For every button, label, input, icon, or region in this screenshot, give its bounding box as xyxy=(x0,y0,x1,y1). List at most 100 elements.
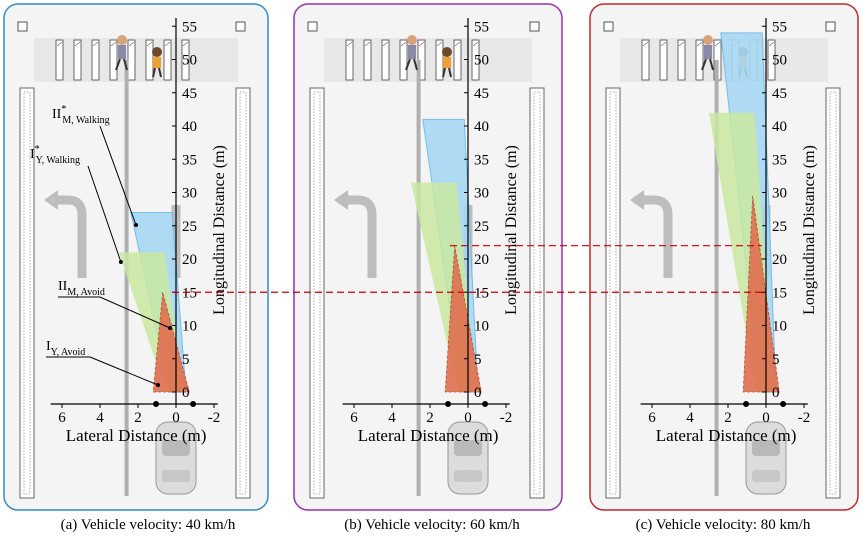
y-tick-label: 30 xyxy=(474,186,489,202)
crosswalk-stripe xyxy=(363,39,372,81)
road-edge-right xyxy=(529,87,545,499)
pedestrian-adult-leg xyxy=(115,58,121,71)
wheel-right-dot xyxy=(482,401,489,407)
label-II-M-walking: II* M, Walking xyxy=(52,104,110,126)
y-tick-label: 35 xyxy=(772,152,787,168)
leader-II-M-avoid xyxy=(99,296,171,329)
pedestrian-child-leg xyxy=(152,67,156,78)
pedestrian-child-body xyxy=(443,57,451,68)
crosswalk-band xyxy=(34,38,238,82)
corner-marker xyxy=(603,21,614,32)
wheel-left-dot xyxy=(743,401,750,407)
lane-divider xyxy=(416,60,421,496)
y-tick-label: 40 xyxy=(772,119,787,135)
x-tick-label: 2 xyxy=(134,410,142,426)
road-edge-pattern xyxy=(533,91,541,495)
x-tick-label: 4 xyxy=(388,410,396,426)
pedestrian-child-leg xyxy=(448,67,452,78)
x-axis-label: Lateral Distance (m) xyxy=(656,426,797,445)
y-tick-label: 15 xyxy=(772,285,787,301)
pedestrian-adult-leg xyxy=(413,58,418,71)
y-tick-label: 10 xyxy=(772,319,787,335)
y-tick-label: 10 xyxy=(474,319,489,335)
caption-c: (c) Vehicle velocity: 80 km/h xyxy=(635,517,811,533)
crosswalk-hatch xyxy=(128,41,135,47)
y-tick-label: 0 xyxy=(182,385,190,401)
wheel-right-dot xyxy=(190,401,197,407)
x-axis-label: Lateral Distance (m) xyxy=(358,426,499,445)
left-turn-arrow-head xyxy=(44,190,58,210)
leader-dot xyxy=(118,260,123,264)
crosswalk-hatch xyxy=(92,41,99,47)
wheel-left-dot xyxy=(445,401,452,407)
crosswalk-hatch xyxy=(56,41,63,47)
crosswalk-stripe xyxy=(471,39,480,81)
crosswalk-stripe xyxy=(181,39,190,81)
pedestrian-adult xyxy=(407,35,417,45)
y-tick-label: 20 xyxy=(182,252,197,268)
leader-dot xyxy=(156,383,160,387)
x-tick-label: 0 xyxy=(762,410,770,426)
x-tick-label: -2 xyxy=(500,410,513,426)
x-axis-label: Lateral Distance (m) xyxy=(66,426,207,445)
left-turn-arrow-head xyxy=(630,190,644,210)
pedestrian-adult-leg xyxy=(709,58,714,71)
road-edge-left xyxy=(19,87,35,499)
road-edge-right xyxy=(235,87,251,499)
road-edge-pattern xyxy=(609,91,617,495)
crosswalk-hatch xyxy=(696,41,703,47)
x-tick-label: 2 xyxy=(426,410,434,426)
y-tick-label: 50 xyxy=(182,53,197,69)
y-axis-label: Longitudinal Distance (m) xyxy=(503,145,520,315)
x-tick-label: 0 xyxy=(172,410,180,426)
pedestrian-adult-leg xyxy=(405,58,411,71)
x-tick-label: 6 xyxy=(648,410,656,426)
crosswalk-stripe xyxy=(345,39,354,81)
y-tick-label: 25 xyxy=(772,219,787,235)
pedestrian-adult-leg xyxy=(123,58,128,71)
crosswalk-stripe xyxy=(453,39,462,81)
crosswalk-hatch xyxy=(436,41,443,47)
y-tick-label: 30 xyxy=(182,186,197,202)
crosswalk-stripe xyxy=(109,39,118,81)
crosswalk-stripe xyxy=(641,39,650,81)
road-edge-left xyxy=(605,87,621,499)
crosswalk-hatch xyxy=(642,41,649,47)
corner-marker xyxy=(235,21,246,32)
ego-vehicle-rear-window xyxy=(162,470,190,482)
panel-frame xyxy=(589,3,859,511)
y-tick-label: 5 xyxy=(474,352,482,368)
ego-vehicle-windshield xyxy=(162,440,190,456)
road-edge-pattern xyxy=(829,91,837,495)
crosswalk-hatch xyxy=(768,41,775,47)
crosswalk-hatch xyxy=(346,41,353,47)
x-tick-label: -2 xyxy=(208,410,221,426)
pedestrian-adult xyxy=(117,35,127,45)
y-tick-label: 35 xyxy=(182,152,197,168)
y-tick-label: 5 xyxy=(182,352,190,368)
pedestrian-adult-body xyxy=(408,45,416,59)
x-tick-label: 6 xyxy=(350,410,358,426)
caption-b: (b) Vehicle velocity: 60 km/h xyxy=(344,517,520,533)
y-tick-label: 55 xyxy=(474,19,489,35)
ego-vehicle-rear-window xyxy=(454,470,482,482)
wheel-right-dot xyxy=(780,401,787,407)
crosswalk-stripe xyxy=(381,39,390,81)
road-edge-right xyxy=(825,87,841,499)
road-edge-pattern xyxy=(239,91,247,495)
road-edge-left xyxy=(309,87,325,499)
crosswalk-hatch xyxy=(182,41,189,47)
ego-vehicle-windshield xyxy=(454,440,482,456)
ego-vehicle-windshield xyxy=(752,440,780,456)
y-tick-label: 45 xyxy=(474,86,489,102)
x-tick-label: -2 xyxy=(798,410,811,426)
leader-dot xyxy=(168,326,172,330)
pedestrian-adult xyxy=(703,35,713,45)
crosswalk-hatch xyxy=(660,41,667,47)
crosswalk-hatch xyxy=(418,41,425,47)
pedestrian-child-body xyxy=(153,57,161,68)
left-turn-arrow xyxy=(644,195,673,278)
pedestrian-child-leg xyxy=(158,67,162,78)
